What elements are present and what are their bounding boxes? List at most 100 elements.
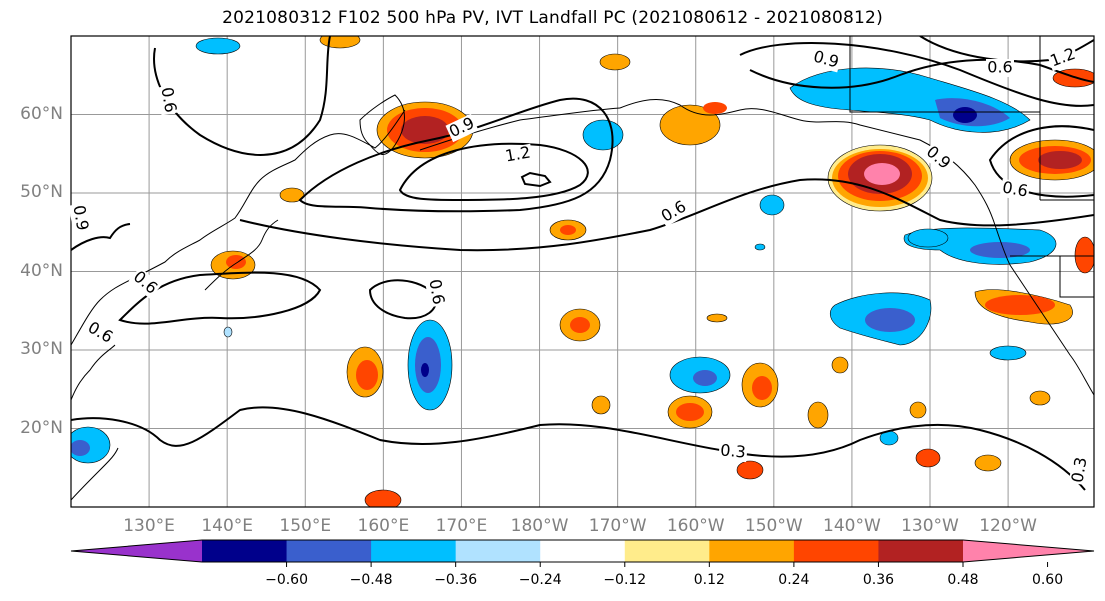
colorbar [70, 539, 1095, 567]
lat-tick-label: 30°N [20, 339, 63, 359]
lon-tick-label: 170°W [588, 516, 647, 536]
contour-label-bg [921, 142, 955, 174]
colorbar-bin [624, 540, 710, 562]
contour-line [368, 279, 437, 320]
contour-label-bg [810, 47, 842, 73]
shade-positive [974, 454, 1002, 472]
lon-tick-label: 130°E [123, 516, 175, 536]
contour-label-bg [986, 59, 1014, 77]
shade-positive [1038, 151, 1082, 169]
contour-label: 0.6 [425, 278, 448, 306]
contour-label-bg [424, 276, 448, 308]
contour-label: 0.3 [1067, 456, 1090, 484]
contour-label-bg [502, 143, 534, 167]
shade-positive [736, 460, 764, 480]
lon-tick-label: 140°E [201, 516, 254, 536]
lon-tick-label: 140°W [823, 516, 881, 536]
lon-tick-label: 180°W [510, 516, 569, 536]
contour-label-bg [156, 84, 180, 116]
contour-label: 0.3 [720, 440, 747, 461]
shade-negative [195, 37, 241, 55]
contour-label-bg [128, 267, 162, 299]
shade-positive [676, 403, 704, 421]
contour-label-bg [657, 197, 691, 227]
contour-label-bg [83, 318, 117, 348]
colorbar-outline [70, 539, 1095, 563]
contour-line [118, 271, 322, 325]
contour-label: 0.6 [1001, 177, 1029, 200]
shade-positive [915, 448, 941, 468]
contour-labels: 0.60.91.20.60.9 0.60.30.60.90.60.60.31.20… [68, 44, 1092, 486]
shade-positive [831, 356, 849, 374]
colorbar-tick-label: 0.24 [778, 572, 810, 588]
colorbar-bin [709, 540, 795, 562]
shade-negative [582, 119, 624, 151]
colorbar-extend-min [71, 540, 202, 562]
colorbar-bin [878, 540, 964, 562]
contour-label-bg [1046, 44, 1080, 72]
contour-label-bg [68, 202, 92, 234]
lat-tick-label: 20°N [20, 417, 63, 438]
contour-line [988, 125, 1094, 198]
lat-tick-label: 40°N [20, 260, 63, 281]
colorbar-bin [540, 540, 626, 562]
contour-line [398, 142, 589, 201]
contour-label: 0.6 [987, 58, 1012, 77]
shade-positive [591, 395, 611, 415]
lon-tick-label: 160°E [357, 516, 410, 536]
shade-negative [970, 242, 1030, 258]
shade-negative [693, 370, 717, 386]
contour-label: 0.6 [157, 86, 180, 114]
coastline-japan [204, 219, 279, 291]
shade-negative [865, 308, 915, 332]
contour-line [739, 42, 1094, 107]
colorbar-bin [793, 540, 879, 562]
contour-line [239, 178, 1094, 252]
shade-positive [1074, 236, 1094, 274]
colorbar-bin [371, 540, 457, 562]
shade-positive [864, 163, 900, 185]
colorbar-bin [286, 540, 372, 562]
colorbar-extend-max [963, 540, 1094, 562]
lon-tick-label: 150°E [279, 516, 332, 536]
colorbar-tick-label: −0.24 [518, 572, 562, 588]
shade-positive [752, 376, 772, 400]
shade-positive [706, 313, 728, 323]
colorbar-tick-label: −0.36 [434, 572, 478, 588]
shade-positive [909, 401, 927, 419]
lon-tick-label: 170°E [435, 516, 488, 536]
coastline-kamchatka [359, 94, 405, 155]
coastline-na [994, 224, 1094, 396]
shade-negative [989, 345, 1027, 361]
coastline-asia [71, 109, 406, 346]
chart-title: 2021080312 F102 500 hPa PV, IVT Landfall… [222, 8, 883, 28]
shade-positive [570, 317, 590, 333]
shade-negative [953, 107, 977, 123]
coastline-aleutians [419, 107, 621, 151]
lat-tick-label: 50°N [20, 182, 63, 202]
contour-label-bg [718, 441, 748, 463]
shade-positive [364, 489, 402, 507]
lon-tick-label: 160°W [666, 516, 725, 536]
contour-line [520, 171, 552, 188]
shade-positive [319, 36, 361, 49]
map-frame [70, 35, 1095, 508]
colorbar-tick-label: −0.48 [349, 572, 393, 588]
contour-label: 0.9 [69, 204, 92, 232]
lon-tick-label: 130°W [901, 516, 959, 536]
shade-positive [703, 102, 727, 114]
lon-tick-label: 150°W [744, 516, 803, 536]
contour-line [919, 36, 1094, 63]
border [1010, 255, 1094, 298]
lon-tick-label: 120°W [979, 516, 1037, 536]
shade-negative [415, 337, 441, 393]
coastline-asia [71, 344, 116, 401]
contour-line [71, 406, 1086, 491]
colorbar-bin [455, 540, 541, 562]
coastline-alaska [619, 99, 996, 226]
colorbar-tick-label: 0.48 [947, 572, 979, 588]
colorbar-tick-label: −0.60 [265, 572, 308, 588]
contour-label-bg [445, 113, 479, 143]
border [849, 36, 1040, 113]
